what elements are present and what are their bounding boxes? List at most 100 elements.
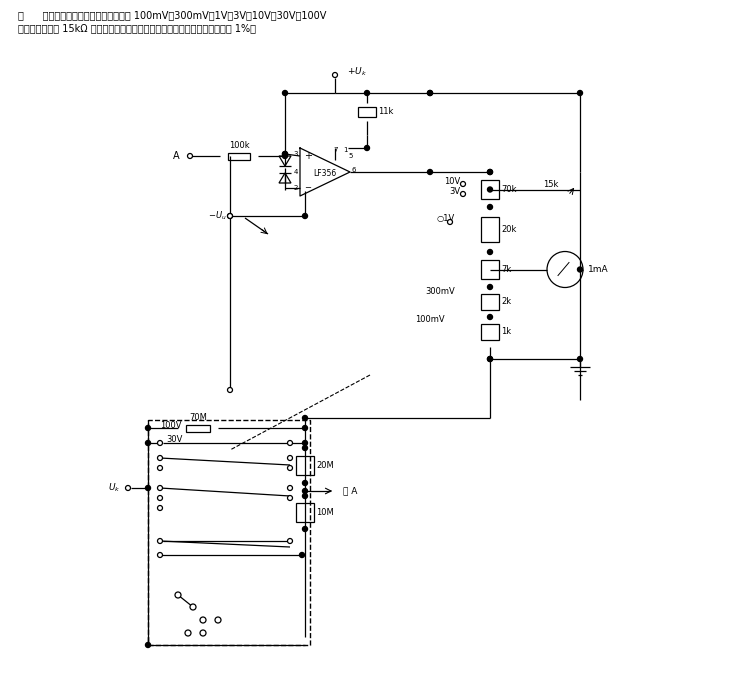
Bar: [227, 152, 251, 160]
Text: 5: 5: [349, 153, 353, 159]
Bar: [481, 217, 499, 242]
Circle shape: [157, 496, 162, 500]
Circle shape: [145, 441, 151, 445]
Circle shape: [157, 485, 162, 491]
Text: $-U_u$: $-U_u$: [208, 210, 227, 222]
Circle shape: [200, 630, 206, 636]
Text: 11k: 11k: [378, 108, 393, 116]
Text: 30V: 30V: [166, 435, 182, 445]
Text: LF356: LF356: [314, 169, 336, 179]
Text: −: −: [305, 183, 311, 192]
Text: 3: 3: [294, 151, 298, 157]
Circle shape: [287, 485, 292, 491]
Bar: [148, 420, 310, 645]
Text: +: +: [304, 151, 312, 161]
Circle shape: [488, 169, 493, 175]
Circle shape: [303, 489, 308, 494]
Circle shape: [365, 91, 369, 95]
Circle shape: [488, 250, 493, 255]
Bar: [481, 260, 499, 279]
Circle shape: [488, 187, 493, 192]
Circle shape: [333, 72, 338, 77]
Circle shape: [175, 592, 181, 598]
Text: 100V: 100V: [160, 420, 181, 429]
Circle shape: [303, 426, 308, 431]
Circle shape: [461, 192, 466, 196]
Text: 300mV: 300mV: [425, 288, 455, 297]
Text: 10M: 10M: [316, 508, 334, 517]
Bar: [481, 294, 499, 310]
Text: 6: 6: [352, 167, 357, 173]
Text: 4: 4: [294, 169, 298, 175]
Circle shape: [282, 154, 287, 158]
Text: 3V: 3V: [449, 188, 460, 196]
Circle shape: [227, 213, 232, 219]
Circle shape: [428, 169, 433, 175]
Circle shape: [488, 284, 493, 290]
Text: 七个量程，通过 15kΩ 电位器可以调零。电位器为线绕型，分压电阻精度均为 1%。: 七个量程，通过 15kΩ 电位器可以调零。电位器为线绕型，分压电阻精度均为 1%…: [18, 23, 256, 33]
Text: 1: 1: [343, 147, 347, 153]
Circle shape: [157, 538, 162, 544]
Text: 7k: 7k: [501, 265, 511, 274]
Circle shape: [488, 169, 493, 175]
Circle shape: [287, 496, 292, 500]
Circle shape: [215, 617, 221, 623]
Circle shape: [428, 91, 433, 95]
Bar: [358, 107, 376, 117]
Text: 70k: 70k: [501, 185, 517, 194]
Text: 100k: 100k: [229, 141, 249, 150]
Circle shape: [303, 481, 308, 485]
Circle shape: [145, 426, 151, 431]
Text: 100mV: 100mV: [415, 315, 445, 324]
Circle shape: [157, 506, 162, 510]
Text: 图      电路采用联动的旋转开关可以选择 100mV、300mV、1V、3V、10V、30V、100V: 图 电路采用联动的旋转开关可以选择 100mV、300mV、1V、3V、10V、…: [18, 10, 326, 20]
Circle shape: [185, 630, 191, 636]
Text: 2k: 2k: [501, 297, 511, 307]
Circle shape: [145, 485, 151, 491]
Circle shape: [157, 441, 162, 445]
Circle shape: [488, 357, 493, 362]
Circle shape: [488, 204, 493, 209]
Circle shape: [227, 213, 232, 219]
Circle shape: [303, 441, 308, 445]
Bar: [296, 456, 314, 475]
Circle shape: [577, 357, 583, 362]
Circle shape: [447, 219, 452, 225]
Circle shape: [282, 152, 287, 156]
Text: 10V: 10V: [444, 177, 460, 186]
Text: 1mA: 1mA: [588, 265, 609, 274]
Circle shape: [428, 91, 433, 95]
Text: 至 A: 至 A: [343, 487, 357, 496]
Circle shape: [187, 154, 192, 158]
Circle shape: [157, 456, 162, 460]
Circle shape: [287, 456, 292, 460]
Text: 1k: 1k: [501, 328, 511, 336]
Circle shape: [303, 445, 308, 450]
Circle shape: [303, 527, 308, 531]
Text: ○1V: ○1V: [436, 215, 455, 223]
Circle shape: [303, 494, 308, 498]
Circle shape: [461, 181, 466, 186]
Circle shape: [300, 552, 305, 557]
Circle shape: [303, 416, 308, 420]
Text: 20k: 20k: [501, 225, 516, 234]
Circle shape: [227, 387, 232, 393]
Bar: [481, 324, 499, 341]
Text: 20M: 20M: [316, 461, 334, 470]
Circle shape: [157, 552, 162, 557]
Circle shape: [287, 441, 292, 445]
Text: $+U_k$: $+U_k$: [347, 66, 367, 79]
Circle shape: [287, 538, 292, 544]
Text: A: A: [173, 151, 180, 161]
Circle shape: [126, 485, 131, 491]
Circle shape: [365, 146, 369, 150]
Circle shape: [200, 617, 206, 623]
Circle shape: [577, 267, 583, 272]
Text: 15k: 15k: [543, 180, 558, 189]
Circle shape: [287, 466, 292, 471]
Text: 70M: 70M: [189, 414, 207, 422]
Circle shape: [282, 91, 287, 95]
Text: 7: 7: [334, 147, 338, 153]
Circle shape: [488, 315, 493, 320]
Text: 2: 2: [294, 185, 298, 191]
